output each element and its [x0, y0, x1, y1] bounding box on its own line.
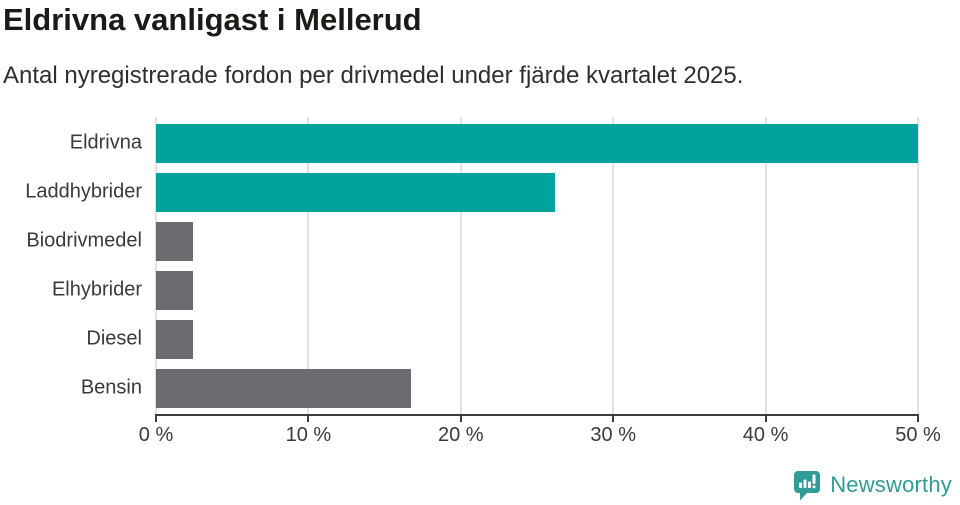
axis-tick [307, 416, 310, 422]
newsworthy-icon [793, 470, 821, 501]
plot-area: 0 % 10 % 20 % 30 % 40 % 50 % Eldrivna Laddhybri… [25, 117, 941, 446]
category-label-bensin: Bensin [80, 376, 142, 399]
axis-tick-label: 20 % [438, 424, 484, 446]
newsworthy-wordmark: Newsworthy [830, 472, 952, 497]
bar-eldrivna [156, 123, 918, 163]
chart-title: Eldrivna vanligast i Mellerud [3, 2, 422, 37]
axis-tick [612, 416, 615, 422]
bar-diesel [156, 319, 193, 359]
axis-tick-label: 30 % [590, 424, 636, 446]
gridline [612, 117, 615, 414]
bar-elhybrider [156, 270, 193, 310]
axis-tick [764, 416, 767, 422]
gridline [917, 117, 919, 414]
axis-tick [459, 416, 462, 422]
axis-tick-label: 0 % [138, 424, 174, 446]
gridline [155, 117, 157, 414]
x-axis-line [155, 414, 919, 416]
axis-tick [155, 416, 157, 422]
axis-tick [917, 416, 919, 422]
axis-tick-label: 10 % [285, 424, 332, 446]
bar-laddhybrider [156, 172, 556, 212]
category-label-biodrivmedel: Biodrivmedel [26, 229, 142, 252]
category-label-eldrivna: Eldrivna [69, 131, 142, 154]
axis-tick-label: 50 % [895, 424, 941, 446]
category-label-diesel: Diesel [86, 327, 142, 350]
gridline [459, 117, 462, 414]
bar-bensin [156, 368, 411, 408]
bar-biodrivmedel [156, 221, 193, 261]
newsworthy-logo: Newsworthy [793, 469, 952, 501]
gridline [307, 117, 310, 414]
category-label-elhybrider: Elhybrider [51, 278, 142, 301]
axis-tick-label: 40 % [742, 424, 789, 446]
category-label-laddhybrider: Laddhybrider [25, 180, 142, 203]
gridline [764, 117, 767, 414]
chart-subtitle: Antal nyregistrerade fordon per drivmede… [3, 62, 744, 89]
